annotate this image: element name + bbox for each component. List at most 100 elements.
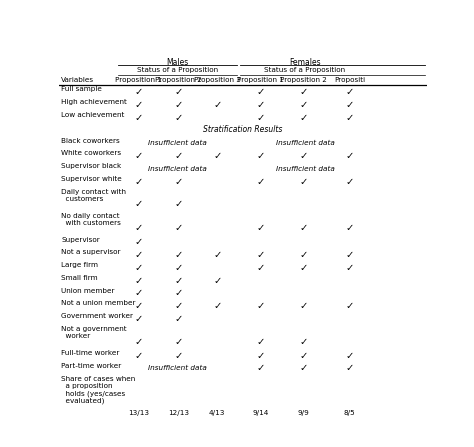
Text: ✓: ✓ [174,199,183,209]
Text: 8/5: 8/5 [344,410,356,416]
Text: Variables: Variables [61,77,94,83]
Text: ✓: ✓ [134,223,142,233]
Text: ✓: ✓ [256,351,265,361]
Text: ✓: ✓ [256,87,265,97]
Text: ✓: ✓ [134,87,142,97]
Text: Not a government
  worker: Not a government worker [61,326,127,339]
Text: ✓: ✓ [256,263,265,273]
Text: Share of cases when
  a proposition
  holds (yes/cases
  evaluated): Share of cases when a proposition holds … [61,375,136,405]
Text: ✓: ✓ [256,100,265,110]
Text: ✓: ✓ [300,151,308,161]
Text: Stratification Results: Stratification Results [203,125,283,134]
Text: ✓: ✓ [300,250,308,260]
Text: 12/13: 12/13 [168,410,189,416]
Text: Insufficient data: Insufficient data [148,366,207,371]
Text: ✓: ✓ [300,100,308,110]
Text: ✓: ✓ [134,288,142,299]
Text: 13/13: 13/13 [128,410,149,416]
Text: High achievement: High achievement [61,99,127,105]
Text: Insufficient data: Insufficient data [148,166,207,172]
Text: ✓: ✓ [345,363,354,374]
Text: ✓: ✓ [134,250,142,260]
Text: ✓: ✓ [174,263,183,273]
Text: ✓: ✓ [256,177,265,186]
Text: Proposition 2: Proposition 2 [155,77,202,83]
Text: Part-time worker: Part-time worker [61,363,121,369]
Text: ✓: ✓ [213,250,221,260]
Text: Insufficient data: Insufficient data [275,166,335,172]
Text: ✓: ✓ [345,177,354,186]
Text: 9/9: 9/9 [298,410,310,416]
Text: Government worker: Government worker [61,313,133,319]
Text: ✓: ✓ [174,250,183,260]
Text: Status of a Proposition: Status of a Proposition [137,67,219,73]
Text: 4/13: 4/13 [209,410,226,416]
Text: ✓: ✓ [134,263,142,273]
Text: Supervisor: Supervisor [61,236,100,243]
Text: Females: Females [289,58,321,67]
Text: ✓: ✓ [174,276,183,286]
Text: ✓: ✓ [300,87,308,97]
Text: Supervisor white: Supervisor white [61,176,122,182]
Text: ✓: ✓ [134,151,142,161]
Text: Status of a Proposition: Status of a Proposition [264,67,346,73]
Text: Small firm: Small firm [61,275,98,281]
Text: ✓: ✓ [174,151,183,161]
Text: ✓: ✓ [174,288,183,299]
Text: ✓: ✓ [174,113,183,122]
Text: Insufficient data: Insufficient data [148,140,207,146]
Text: ✓: ✓ [345,100,354,110]
Text: ✓: ✓ [256,223,265,233]
Text: ✓: ✓ [134,276,142,286]
Text: Low achievement: Low achievement [61,112,125,118]
Text: ✓: ✓ [134,351,142,361]
Text: ✓: ✓ [256,113,265,122]
Text: ✓: ✓ [213,276,221,286]
Text: ✓: ✓ [256,250,265,260]
Text: 9/14: 9/14 [252,410,269,416]
Text: Not a supervisor: Not a supervisor [61,249,120,255]
Text: ✓: ✓ [134,199,142,209]
Text: ✓: ✓ [345,301,354,311]
Text: Black coworkers: Black coworkers [61,138,120,143]
Text: Full sample: Full sample [61,86,102,93]
Text: ✓: ✓ [256,337,265,346]
Text: ✓: ✓ [300,263,308,273]
Text: ✓: ✓ [256,363,265,374]
Text: ✓: ✓ [345,250,354,260]
Text: ✓: ✓ [174,223,183,233]
Text: ✓: ✓ [300,177,308,186]
Text: ✓: ✓ [345,87,354,97]
Text: Daily contact with
  customers: Daily contact with customers [61,189,126,202]
Text: Insufficient data: Insufficient data [275,140,335,146]
Text: ✓: ✓ [300,113,308,122]
Text: ✓: ✓ [134,237,142,247]
Text: ✓: ✓ [256,151,265,161]
Text: ✓: ✓ [174,87,183,97]
Text: ✓: ✓ [345,151,354,161]
Text: ✓: ✓ [300,223,308,233]
Text: ✓: ✓ [213,151,221,161]
Text: ✓: ✓ [174,337,183,346]
Text: ✓: ✓ [300,301,308,311]
Text: ✓: ✓ [174,301,183,311]
Text: ✓: ✓ [134,301,142,311]
Text: ✓: ✓ [213,100,221,110]
Text: ✓: ✓ [174,351,183,361]
Text: ✓: ✓ [213,301,221,311]
Text: ✓: ✓ [300,351,308,361]
Text: ✓: ✓ [256,301,265,311]
Text: Proposition 1: Proposition 1 [237,77,284,83]
Text: ✓: ✓ [300,363,308,374]
Text: No daily contact
  with customers: No daily contact with customers [61,213,121,226]
Text: ✓: ✓ [174,100,183,110]
Text: Proposition 1: Proposition 1 [115,77,162,83]
Text: ✓: ✓ [134,113,142,122]
Text: ✓: ✓ [345,223,354,233]
Text: ✓: ✓ [174,177,183,186]
Text: Not a union member: Not a union member [61,300,136,307]
Text: Large firm: Large firm [61,262,98,268]
Text: ✓: ✓ [345,263,354,273]
Text: ✓: ✓ [134,100,142,110]
Text: ✓: ✓ [300,337,308,346]
